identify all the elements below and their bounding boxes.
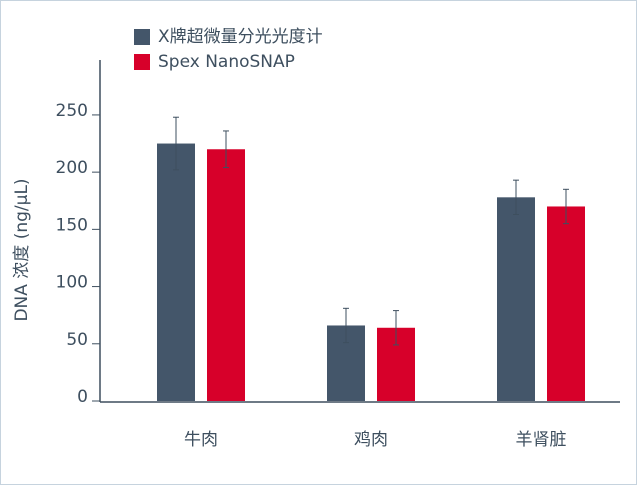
bar xyxy=(497,197,535,401)
legend-swatch xyxy=(134,54,150,70)
error-bar xyxy=(393,310,399,346)
bar xyxy=(207,149,245,401)
x-tick-label: 羊肾脏 xyxy=(516,430,567,450)
y-tick-label: 150 xyxy=(56,215,88,235)
error-bar xyxy=(173,116,179,171)
y-tick-label: 100 xyxy=(56,273,88,293)
legend-label: Spex NanoSNAP xyxy=(158,52,295,72)
x-tick-label: 鸡肉 xyxy=(354,430,388,450)
error-bar xyxy=(343,307,349,344)
bar xyxy=(547,206,585,401)
legend-swatch xyxy=(134,29,150,45)
y-axis-label: DNA 浓度 (ng/μL) xyxy=(12,178,32,321)
legend-label: X牌超微量分光光度计 xyxy=(158,27,323,47)
y-tick-label: 200 xyxy=(56,158,88,178)
y-tick-label: 250 xyxy=(56,101,88,121)
y-tick-label: 50 xyxy=(66,330,88,350)
error-bar xyxy=(563,188,569,225)
error-bar xyxy=(223,130,229,169)
error-bar xyxy=(513,179,519,215)
x-tick-label: 牛肉 xyxy=(184,430,218,450)
bar xyxy=(157,143,195,401)
y-tick-label: 0 xyxy=(77,387,88,407)
